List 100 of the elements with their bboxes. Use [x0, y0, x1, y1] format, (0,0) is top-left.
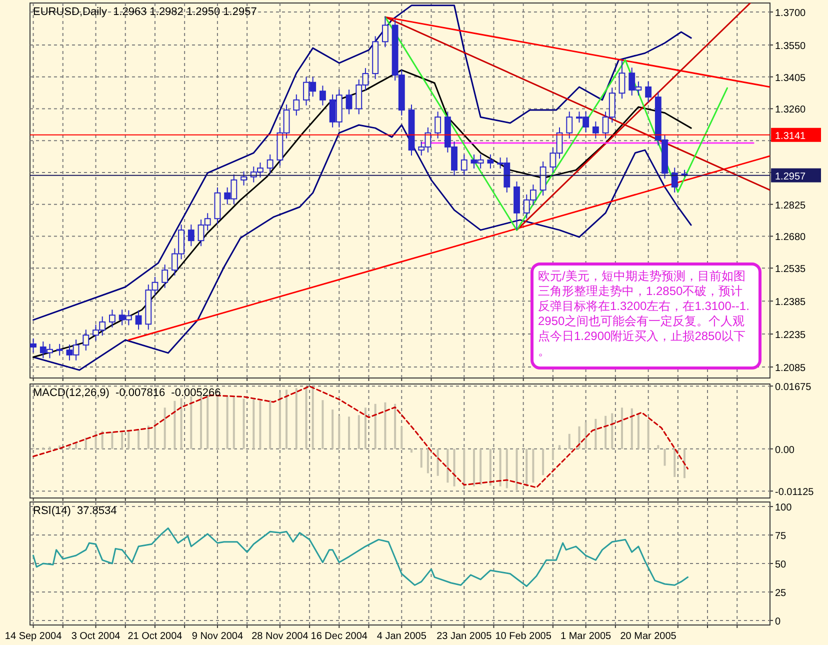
bar: [322, 400, 324, 449]
chart-title: RSI(14) 37.8534: [33, 505, 117, 517]
y-tick-label: 1.2385: [775, 297, 806, 308]
x-tick-label: 3 Oct 2004: [71, 631, 121, 642]
candlestick: [618, 60, 626, 100]
bar: [683, 448, 686, 478]
bar: [338, 416, 340, 449]
y-tick-label: 1.3260: [775, 104, 806, 116]
bar: [647, 420, 650, 449]
bar: [94, 430, 97, 449]
bar: [180, 398, 182, 449]
x-tick-label: 4 Jan 2005: [376, 631, 427, 642]
bar: [394, 404, 396, 449]
candlestick: [30, 338, 36, 353]
ref-line-label: 1.3141: [775, 130, 806, 142]
candlestick: [540, 160, 546, 196]
y-tick-label: 1.2680: [775, 232, 806, 244]
line-series: [32, 386, 689, 488]
candlestick: [460, 154, 468, 176]
bar: [101, 430, 104, 449]
bar: [568, 434, 570, 449]
x-tick-label: 16 Dec 2004: [310, 631, 368, 642]
bar: [206, 394, 209, 449]
candlestick: [434, 111, 442, 139]
bar: [499, 448, 502, 486]
x-tick-label: 23 Jan 2005: [436, 631, 492, 642]
y-tick-label: 1.2825: [775, 200, 806, 212]
y-tick-label: 0: [775, 616, 781, 628]
candlestick: [135, 310, 142, 330]
bar: [489, 448, 492, 486]
bar: [84, 438, 87, 449]
bar: [358, 415, 360, 449]
bar: [446, 448, 449, 483]
bar: [174, 400, 176, 449]
x-tick-label: 10 Feb 2005: [495, 631, 552, 642]
bar: [621, 408, 623, 449]
x-tick-label: 1 Mar 2005: [560, 631, 612, 642]
bar: [558, 445, 561, 449]
line-series: [32, 527, 689, 588]
ref-line-label: 1.2957: [775, 171, 806, 182]
bar: [154, 420, 156, 449]
y-tick-label: 1.2085: [775, 363, 806, 374]
bar: [269, 400, 272, 449]
candlestick: [346, 89, 352, 115]
bar: [226, 396, 228, 449]
bar: [420, 448, 422, 468]
bar: [611, 413, 614, 449]
bar: [190, 396, 192, 449]
line-series: [384, 16, 728, 231]
candlestick: [240, 170, 247, 186]
bar: [552, 448, 554, 460]
bar: [242, 398, 245, 449]
bar: [111, 432, 114, 449]
x-tick-label: 9 Nov 2004: [192, 631, 244, 642]
y-tick-label: 100: [775, 502, 792, 514]
candlestick: [266, 154, 274, 174]
bar: [473, 448, 475, 486]
bar: [532, 448, 534, 483]
bar: [364, 408, 366, 449]
bar: [630, 408, 633, 449]
y-tick-label: 25: [775, 588, 787, 599]
y-tick-label: 1.3700: [775, 8, 806, 20]
candlestick: [293, 94, 300, 116]
bar: [637, 413, 640, 449]
bar: [332, 410, 334, 449]
bar: [453, 448, 456, 486]
bar: [138, 429, 140, 449]
y-tick-label: 1.2535: [775, 264, 806, 276]
bar: [542, 448, 544, 476]
y-tick-label: 75: [775, 531, 787, 542]
x-tick-label: 28 Nov 2004: [252, 631, 309, 642]
bar: [604, 416, 607, 449]
bar: [200, 395, 202, 449]
candlestick: [320, 85, 326, 106]
bar: [584, 422, 587, 449]
bar: [259, 400, 262, 449]
candlestick: [382, 16, 388, 48]
chart-title: MACD(12,26,9) -0.007816 -0.005266: [33, 387, 221, 399]
bar: [305, 386, 308, 449]
bar: [400, 426, 403, 449]
y-tick-label: 1.3550: [775, 40, 806, 52]
y-tick-label: -0.01125: [775, 487, 814, 498]
candlestick: [487, 154, 494, 170]
bar: [463, 448, 466, 488]
bar: [348, 416, 350, 449]
bar: [147, 426, 150, 449]
bar: [526, 448, 528, 486]
annotation: 欧元/美元，短中期走势预测，目前如图三角形整理走势中，1.2850不破，预计反弹目标将在1.3200左右，在1.3100--1.2950之间也可能会有一定反复。个人观点今日1.2900附近买入，止损2850以下。: [538, 269, 750, 358]
bar: [664, 448, 666, 466]
bar: [286, 390, 288, 449]
candlestick: [162, 264, 168, 288]
chart-title: EURUSD,Daily 1.2963 1.2982 1.2950 1.2957: [33, 6, 257, 18]
bar: [252, 399, 255, 449]
bar: [674, 448, 676, 477]
bar: [506, 448, 508, 488]
bar: [295, 388, 298, 449]
bar: [657, 445, 660, 449]
x-tick-label: 20 Mar 2005: [620, 631, 677, 642]
candlestick: [109, 309, 116, 328]
x-tick-label: 21 Oct 2004: [128, 631, 183, 642]
